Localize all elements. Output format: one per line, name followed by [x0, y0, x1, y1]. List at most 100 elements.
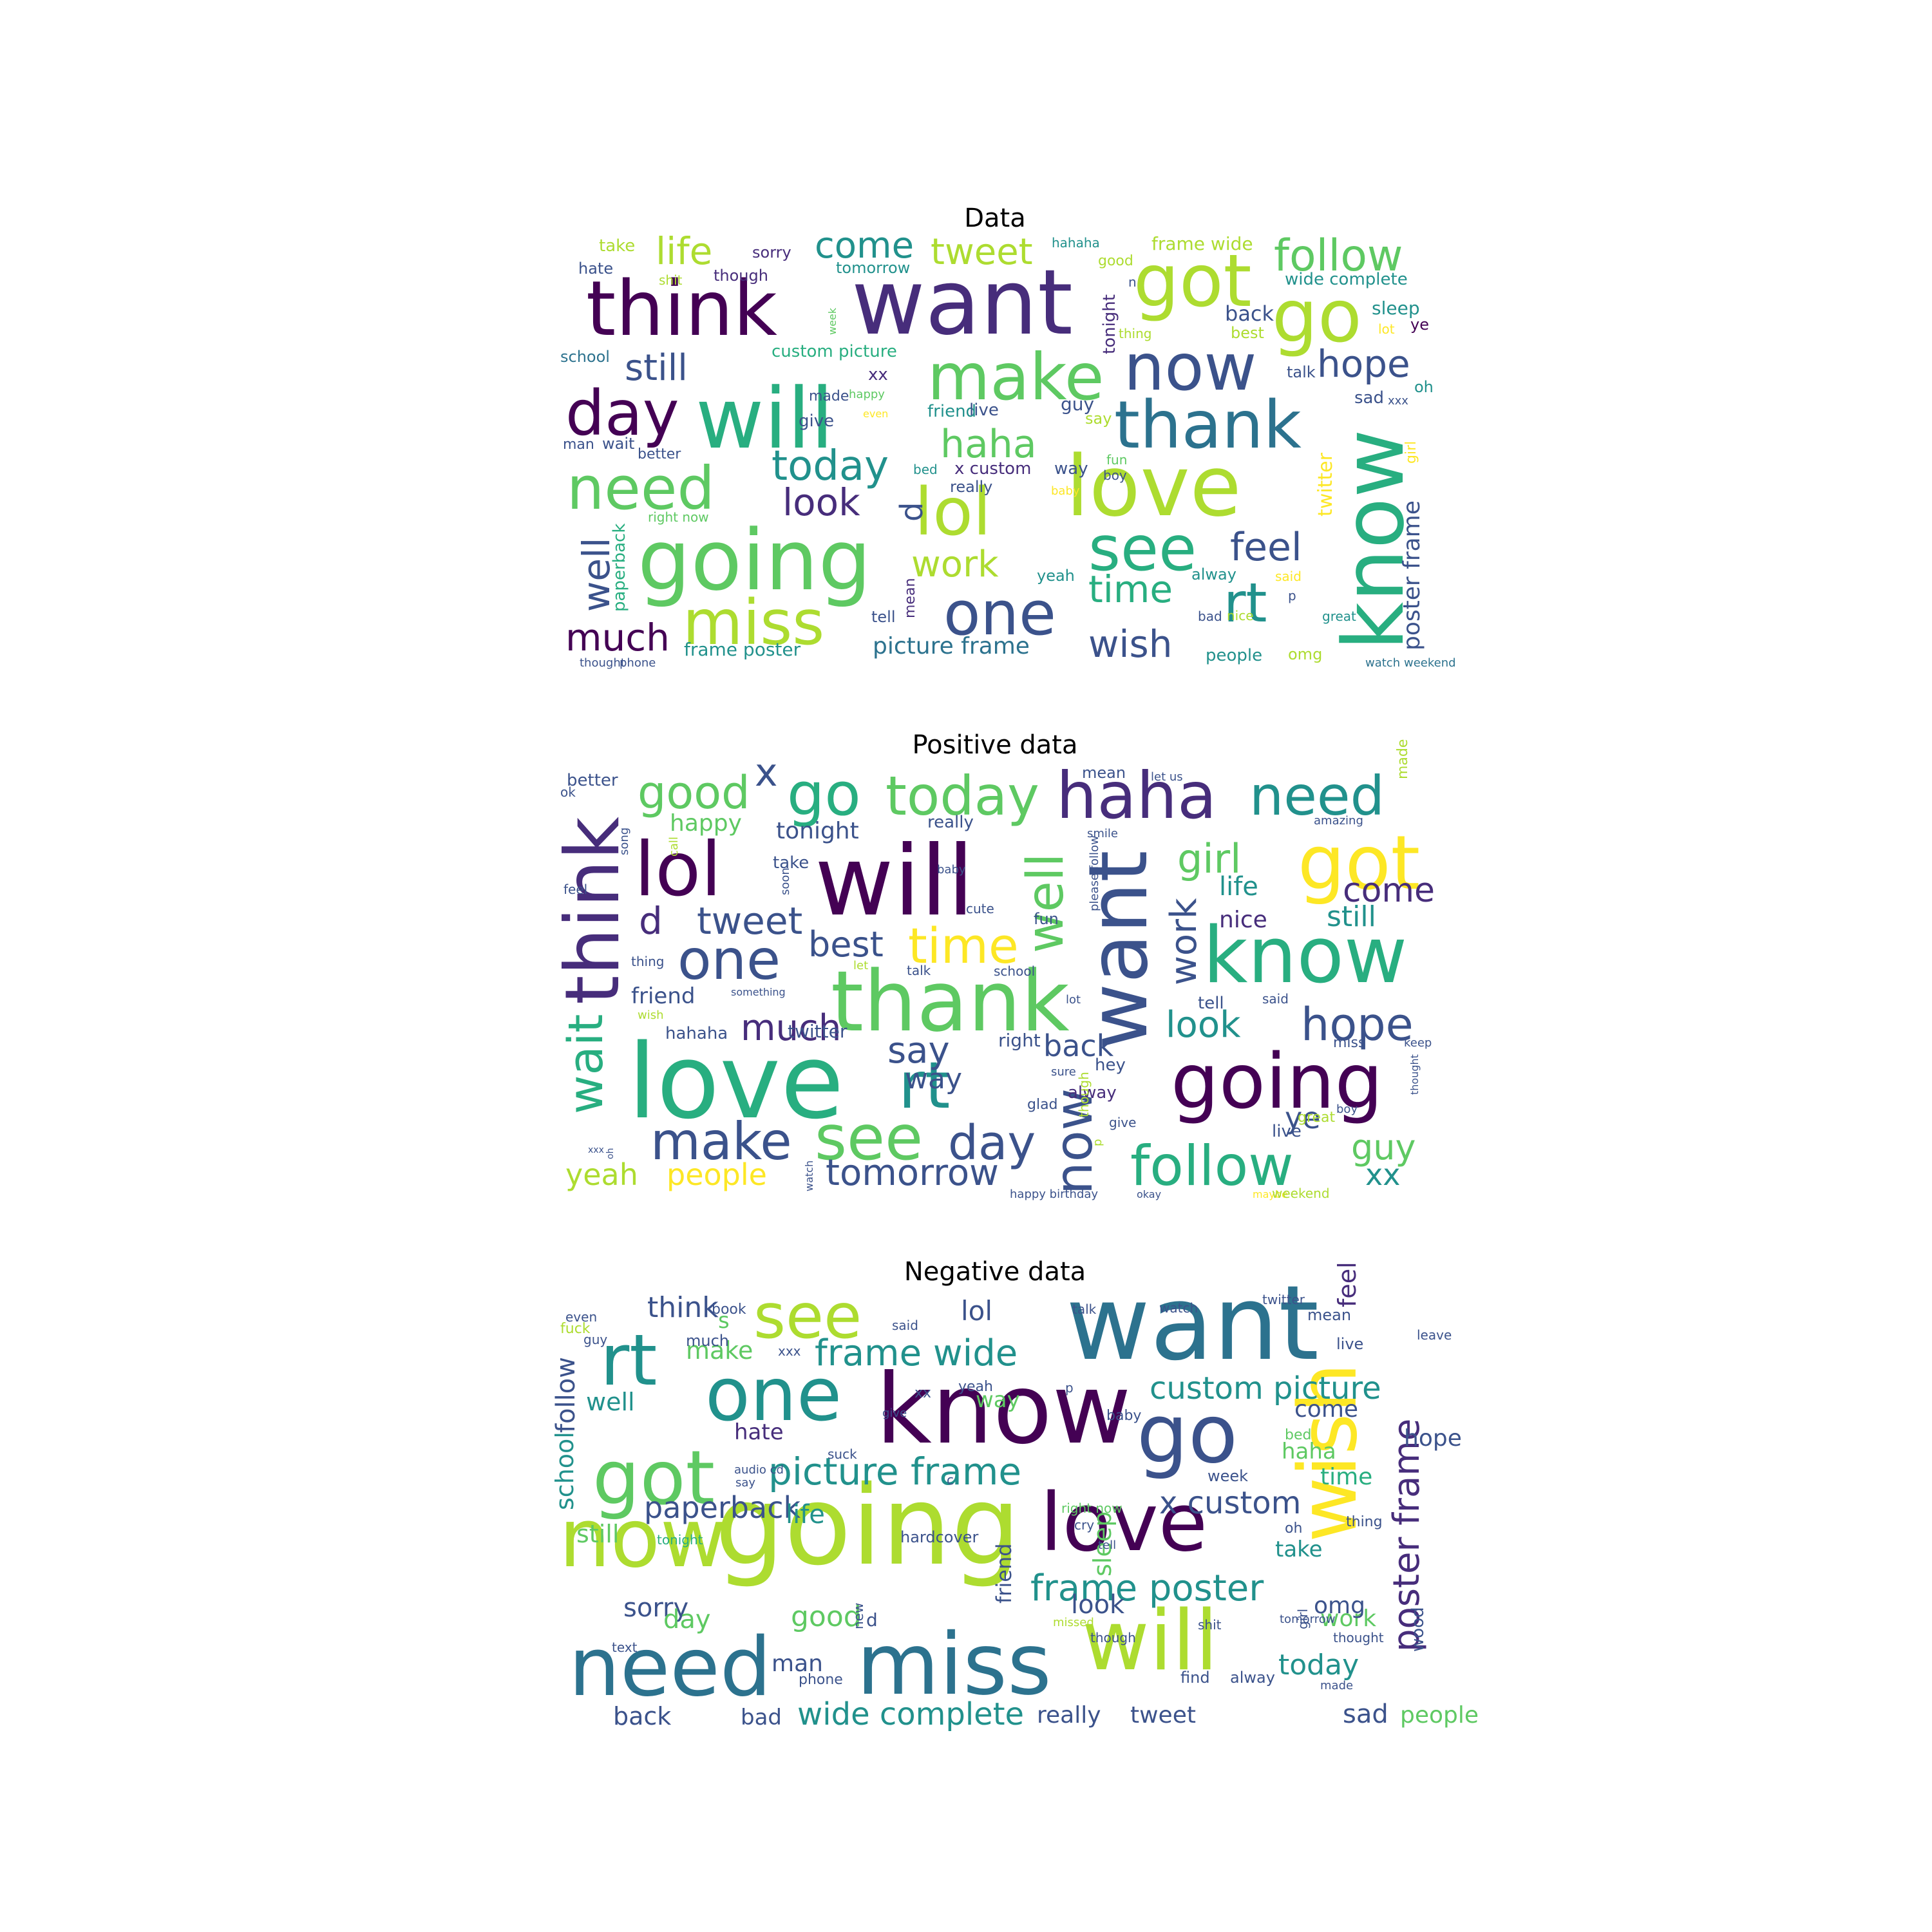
word-sad: sad [1354, 388, 1384, 408]
word-think: think [647, 1291, 719, 1324]
word-one: one [677, 928, 781, 992]
word-know: know [876, 1354, 1131, 1466]
word-know: know [1325, 429, 1423, 650]
word-tonight: tonight [657, 1532, 703, 1548]
word-think: think [549, 817, 636, 1005]
word-oh: oh [1414, 378, 1434, 396]
word-still: still [576, 1520, 619, 1548]
word-make: make [686, 1336, 753, 1365]
word-yeah: yeah [1037, 567, 1075, 585]
word-s: s [718, 1308, 730, 1334]
word-girl: girl [1295, 1609, 1311, 1629]
word-though: though [714, 267, 768, 285]
panel-title-negative: Negative data [904, 1257, 1086, 1287]
word-frame-poster: frame poster [684, 639, 801, 660]
word-going: going [715, 1463, 1021, 1590]
word-want: want [1071, 850, 1166, 1050]
word-friend: friend [927, 402, 976, 421]
word-tomorrow: tomorrow [836, 259, 910, 277]
word-still: still [625, 347, 688, 389]
word-twitter: twitter [1262, 1292, 1305, 1307]
word-live: live [1336, 1335, 1363, 1353]
word-make: make [650, 1112, 792, 1171]
word-much: much [741, 1007, 841, 1049]
word-people: people [1400, 1702, 1479, 1728]
word-c: c [947, 1472, 954, 1488]
word-hope: hope [1301, 998, 1414, 1051]
word-live: live [1272, 1122, 1302, 1141]
word-life: life [656, 229, 712, 273]
word-got: got [1133, 240, 1252, 323]
word-boy: boy [1336, 1103, 1358, 1116]
word-watch: watch [1365, 656, 1400, 670]
word-sure: sure [1051, 1065, 1076, 1079]
word-phone: phone [620, 656, 656, 670]
word-work: work [1163, 898, 1205, 985]
word-made: made [1395, 739, 1411, 779]
word-now: now [559, 1491, 726, 1586]
word-said: said [1275, 569, 1302, 584]
word-back: back [1043, 1028, 1114, 1063]
word-maybe: maybe [1253, 1188, 1288, 1200]
word-great: great [1298, 1110, 1336, 1126]
word-hope: hope [1404, 1425, 1462, 1452]
word-book: book [712, 1302, 746, 1318]
word-look: look [1071, 1590, 1125, 1620]
word-school: school [551, 1432, 579, 1510]
word-follow: follow [1274, 231, 1403, 281]
word-weekend: weekend [1272, 1186, 1330, 1201]
word-hope: hope [1317, 342, 1410, 386]
word-take: take [773, 853, 809, 873]
word-today: today [1278, 1649, 1359, 1681]
word-mean: mean [1082, 764, 1126, 782]
word-made: made [809, 388, 849, 404]
word-tell: tell [871, 608, 896, 626]
word-thing: thing [631, 954, 664, 969]
word-thing: thing [1119, 326, 1151, 341]
word-guy: guy [1061, 393, 1094, 415]
word-got: got [592, 1435, 715, 1522]
word-haha: haha [1282, 1439, 1336, 1464]
word-bad: bad [741, 1705, 782, 1730]
word-fun: fun [1106, 452, 1127, 468]
word-good: good [638, 766, 750, 819]
word-now: now [1044, 1088, 1104, 1195]
word-will: will [1082, 1593, 1218, 1689]
word-much: much [686, 1332, 729, 1350]
word-people: people [1206, 646, 1262, 665]
word-girl: girl [1177, 835, 1241, 882]
word-today: today [886, 764, 1039, 828]
word-got: got [1298, 820, 1420, 907]
word-nice: nice [1219, 907, 1267, 933]
word-yeah: yeah [958, 1379, 993, 1395]
word-paperback: paperback [644, 1490, 800, 1525]
word-wait: wait [558, 1014, 614, 1114]
word-look: look [782, 480, 860, 524]
word-day: day [948, 1115, 1036, 1171]
word-will: will [696, 370, 834, 468]
word-come: come [1343, 871, 1435, 910]
word-okay: okay [1137, 1188, 1161, 1200]
word-need: need [1249, 764, 1385, 828]
word-want: want [851, 251, 1073, 355]
word-time: time [1088, 567, 1173, 611]
word-bed: bed [1285, 1427, 1311, 1443]
word-guy: guy [1351, 1127, 1416, 1168]
word-missed: missed [1053, 1616, 1094, 1629]
word-find: find [1180, 1669, 1210, 1687]
word-better: better [567, 771, 618, 790]
word-follow: follow [1130, 1134, 1294, 1198]
word-fun: fun [1034, 910, 1059, 928]
word-take: take [599, 236, 635, 256]
word-much: much [565, 616, 670, 659]
word-better: better [638, 446, 681, 462]
word-hardcover: hardcover [900, 1528, 978, 1546]
word-right: right [998, 1030, 1041, 1051]
word-life: life [786, 1500, 825, 1530]
word-call: call [667, 837, 681, 857]
word-sorry: sorry [752, 243, 791, 261]
word-going: going [1171, 1037, 1383, 1126]
